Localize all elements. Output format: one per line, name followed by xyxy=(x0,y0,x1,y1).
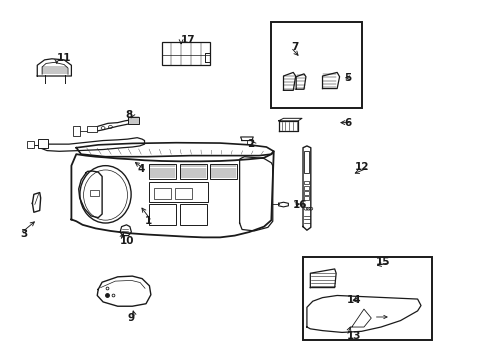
Bar xyxy=(180,204,206,225)
Text: 5: 5 xyxy=(344,73,351,83)
Text: 15: 15 xyxy=(375,257,390,267)
Bar xyxy=(149,164,176,179)
Bar xyxy=(73,126,80,136)
Bar xyxy=(175,188,192,199)
Bar xyxy=(154,188,171,199)
Text: 10: 10 xyxy=(120,236,134,246)
Bar xyxy=(38,139,48,148)
Bar xyxy=(304,151,309,173)
Bar xyxy=(180,164,206,179)
Bar xyxy=(303,257,431,339)
Bar xyxy=(128,117,139,125)
Bar xyxy=(149,204,176,225)
Text: 3: 3 xyxy=(20,229,27,239)
Text: 14: 14 xyxy=(346,295,361,305)
Bar xyxy=(210,164,237,179)
Bar xyxy=(271,22,361,108)
Text: 6: 6 xyxy=(344,118,351,128)
Text: 16: 16 xyxy=(293,200,307,210)
Text: 8: 8 xyxy=(125,111,132,121)
Text: 1: 1 xyxy=(144,216,152,226)
Bar xyxy=(149,182,207,202)
Text: 12: 12 xyxy=(354,162,368,172)
Bar xyxy=(304,181,309,184)
Text: 4: 4 xyxy=(137,164,144,174)
Text: 2: 2 xyxy=(246,139,254,149)
Text: 9: 9 xyxy=(127,313,135,323)
Text: 11: 11 xyxy=(57,53,71,63)
Bar xyxy=(26,140,34,148)
Bar xyxy=(161,42,210,65)
Bar xyxy=(87,126,97,132)
Bar xyxy=(304,197,309,200)
Bar xyxy=(304,186,309,190)
Bar xyxy=(304,192,309,195)
Text: 13: 13 xyxy=(346,331,361,341)
Text: 17: 17 xyxy=(181,35,195,45)
Text: 7: 7 xyxy=(290,42,298,52)
Bar xyxy=(90,190,99,196)
